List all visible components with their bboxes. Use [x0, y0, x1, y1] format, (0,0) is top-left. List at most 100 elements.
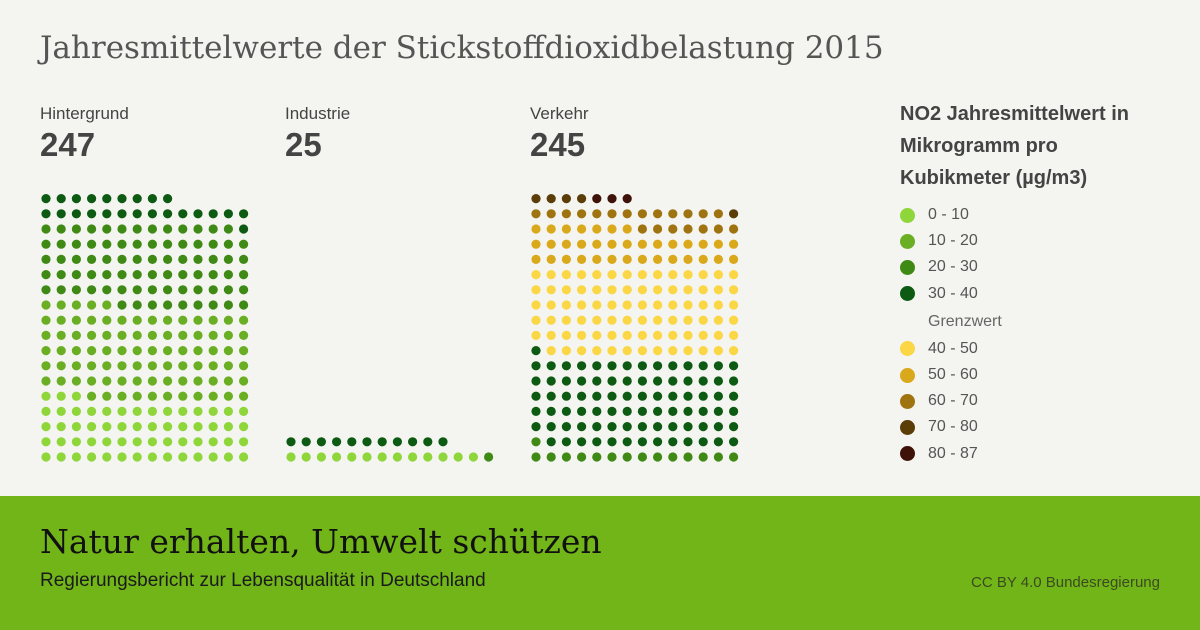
waffle-dot	[87, 254, 97, 264]
waffle-dot	[713, 254, 724, 264]
waffle-dot	[223, 422, 233, 432]
waffle-dot	[668, 285, 678, 295]
waffle-dot	[56, 224, 66, 234]
waffle-dot	[377, 452, 387, 462]
waffle-dot	[698, 437, 708, 447]
legend-item: 80 - 87	[900, 441, 1170, 467]
waffle-dot	[698, 254, 708, 264]
waffle-dot	[132, 270, 142, 280]
waffle-dot	[163, 239, 173, 249]
waffle-dot	[546, 422, 556, 432]
waffle-dot	[546, 315, 556, 325]
waffle-dot	[637, 452, 648, 462]
waffle-dot	[223, 406, 233, 416]
legend-swatch	[900, 419, 915, 435]
waffle-dot	[87, 209, 97, 219]
legend-label: 0 - 10	[928, 206, 969, 224]
waffle-dot	[102, 239, 112, 249]
waffle-dot	[698, 422, 708, 432]
waffle-dot	[178, 224, 188, 234]
waffle-dot	[87, 391, 97, 401]
group-industrie: Industrie 25	[285, 104, 350, 164]
waffle-dot	[56, 376, 66, 386]
waffle-dot	[87, 300, 97, 310]
waffle-dot	[223, 270, 233, 280]
waffle-dot	[117, 437, 127, 447]
waffle-dot	[178, 361, 188, 371]
waffle-dot	[71, 346, 81, 356]
waffle-dot	[592, 315, 602, 325]
waffle-dot	[653, 209, 663, 219]
waffle-dot	[178, 376, 188, 386]
waffle-dot	[531, 361, 541, 371]
waffle-dot	[668, 270, 678, 280]
waffle-dot	[713, 376, 724, 386]
waffle-dot	[531, 422, 541, 432]
waffle-dot	[653, 346, 663, 356]
waffle-dot	[132, 300, 142, 310]
waffle-dot	[193, 361, 203, 371]
waffle-dot	[698, 361, 708, 371]
waffle-dot	[239, 391, 249, 401]
waffle-dot	[637, 270, 648, 280]
waffle-dot	[622, 452, 632, 462]
waffle-dot	[592, 361, 602, 371]
waffle-dot	[223, 376, 233, 386]
waffle-dot	[132, 209, 142, 219]
waffle-dot	[71, 330, 81, 340]
waffle-dot	[178, 437, 188, 447]
waffle-dot	[208, 346, 218, 356]
waffle-dot	[117, 239, 127, 249]
waffle-dot	[239, 254, 249, 264]
waffle-dot	[531, 224, 541, 234]
waffle-dot	[622, 270, 632, 280]
waffle-dot	[56, 194, 66, 204]
waffle-dot	[347, 452, 357, 462]
legend-swatch	[900, 393, 915, 409]
waffle-dot	[729, 391, 739, 401]
waffle-dot	[668, 239, 678, 249]
waffle-dot	[223, 391, 233, 401]
waffle-dot	[698, 209, 708, 219]
waffle-dot	[683, 239, 693, 249]
waffle-dot	[668, 330, 678, 340]
waffle-dot	[637, 406, 648, 416]
waffle-dot	[592, 391, 602, 401]
waffle-dot	[132, 239, 142, 249]
waffle-dot	[622, 391, 632, 401]
waffle-dot	[592, 194, 602, 204]
waffle-dot	[637, 361, 648, 371]
waffle-dot	[607, 391, 617, 401]
waffle-dot	[561, 270, 572, 280]
waffle-dot	[193, 376, 203, 386]
waffle-dot	[102, 330, 112, 340]
waffle-dot	[546, 406, 556, 416]
waffle-dot	[729, 361, 739, 371]
waffle-dot	[239, 270, 249, 280]
waffle-dot	[637, 330, 648, 340]
waffle-dot	[41, 285, 51, 295]
waffle-dot	[392, 437, 402, 447]
waffle-dot	[729, 209, 739, 219]
waffle-dot	[117, 376, 127, 386]
waffle-dot	[531, 346, 541, 356]
waffle-dot	[71, 361, 81, 371]
waffle-dot	[132, 437, 142, 447]
waffle-dot	[239, 300, 249, 310]
waffle-dot	[147, 270, 157, 280]
waffle-dot	[577, 406, 587, 416]
waffle-dot	[546, 361, 556, 371]
waffle-dot	[592, 422, 602, 432]
waffle-dot	[178, 270, 188, 280]
waffle-dot	[698, 376, 708, 386]
waffle-dot	[332, 452, 342, 462]
waffle-dot	[193, 346, 203, 356]
waffle-dot	[163, 406, 173, 416]
waffle-dot	[423, 452, 433, 462]
waffle-dot	[117, 209, 127, 219]
waffle-dot	[484, 452, 494, 462]
waffle-dot	[56, 254, 66, 264]
waffle-dot	[546, 330, 556, 340]
waffle-dot	[193, 209, 203, 219]
waffle-dot	[102, 346, 112, 356]
